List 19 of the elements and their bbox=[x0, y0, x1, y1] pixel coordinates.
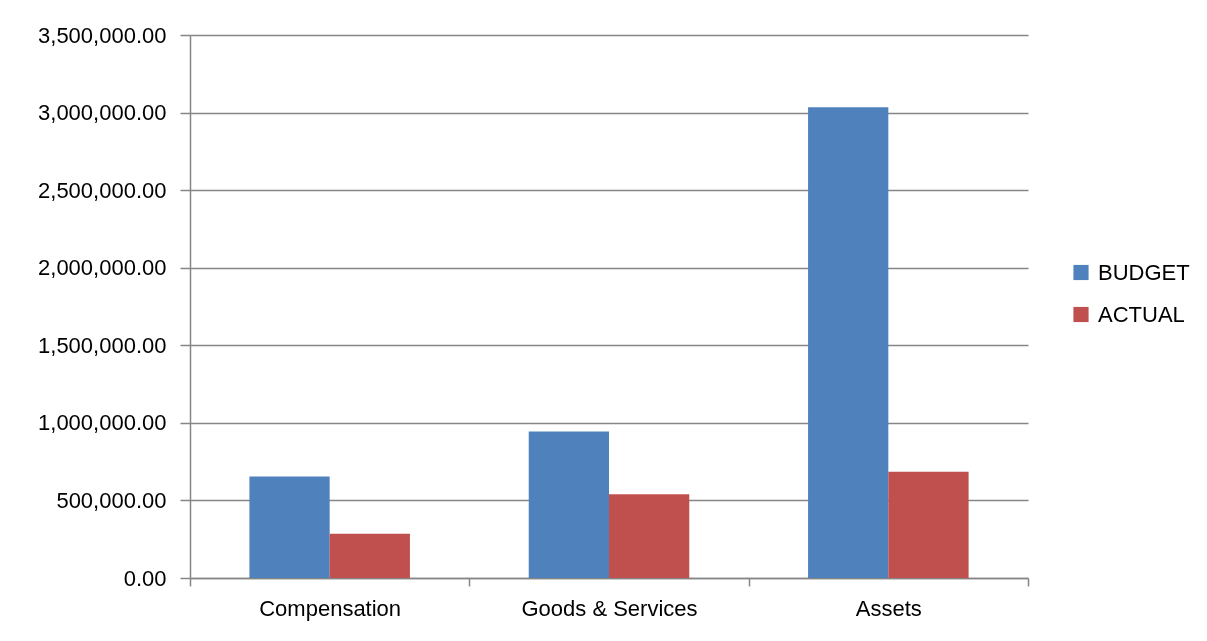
y-tick-label: 1,000,000.00 bbox=[38, 410, 167, 436]
y-tick-label: 1,500,000.00 bbox=[38, 332, 167, 358]
bar bbox=[808, 107, 889, 578]
bar bbox=[249, 476, 330, 578]
y-tick-label: 3,500,000.00 bbox=[38, 22, 167, 48]
y-tick-label: 500,000.00 bbox=[56, 487, 167, 513]
x-tick-label: Compensation bbox=[259, 595, 402, 621]
x-tick-label: Assets bbox=[855, 595, 922, 621]
legend-label: BUDGET bbox=[1098, 259, 1190, 285]
legend-label: ACTUAL bbox=[1098, 301, 1185, 327]
y-tick-label: 0.00 bbox=[123, 565, 167, 591]
y-tick-label: 2,000,000.00 bbox=[38, 255, 167, 281]
y-tick-label: 3,000,000.00 bbox=[38, 100, 167, 126]
y-tick-label: 2,500,000.00 bbox=[38, 177, 167, 203]
bar bbox=[528, 431, 609, 578]
x-tick-label: Goods & Services bbox=[521, 595, 698, 621]
bar bbox=[329, 533, 410, 578]
bar bbox=[888, 471, 969, 578]
bar bbox=[609, 494, 690, 578]
